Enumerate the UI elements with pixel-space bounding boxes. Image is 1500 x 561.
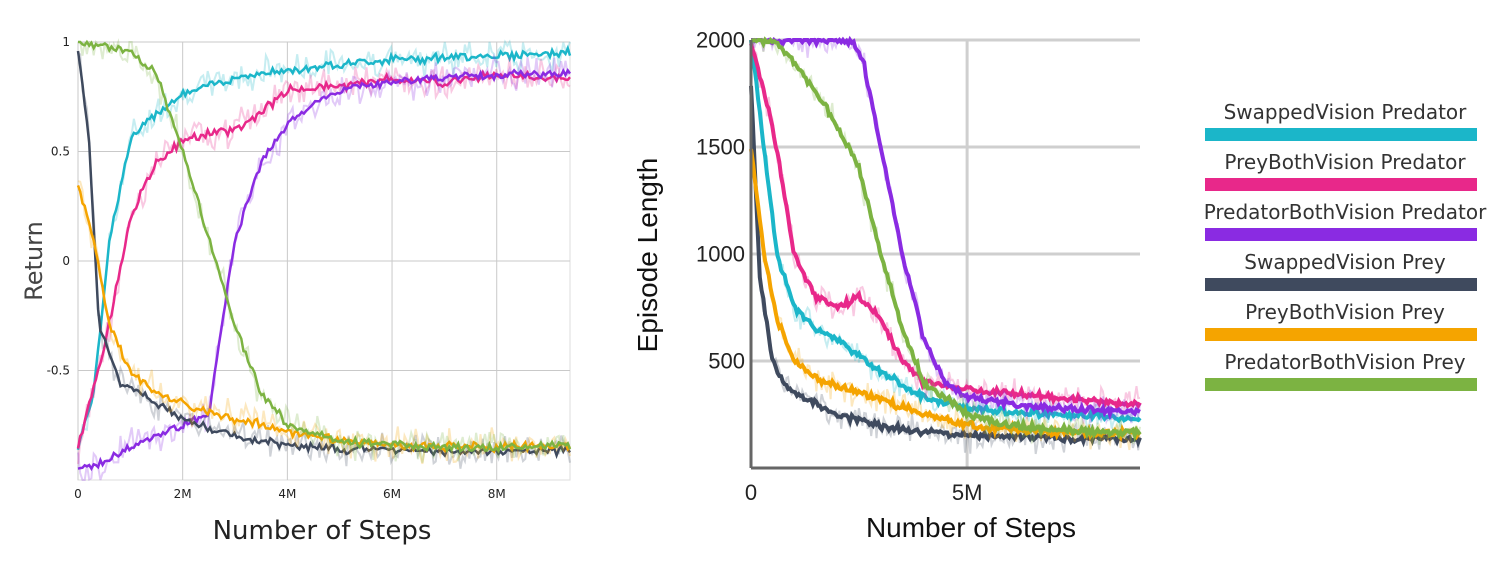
series-line (78, 39, 572, 454)
return-series-group (76, 38, 572, 481)
y-tick-label: 500 (708, 349, 745, 374)
series-line (749, 85, 1142, 449)
x-tick-label: 0 (74, 487, 82, 501)
series-raw-line (750, 145, 1141, 451)
return-ylabel: Return (20, 221, 48, 301)
episode-ylabel: Episode Length (632, 158, 663, 353)
legend-item: PreyBothVision Predator (1195, 150, 1495, 191)
y-tick-label: 2000 (696, 28, 745, 53)
return-grid (77, 41, 570, 480)
legend-item: PredatorBothVision Prey (1195, 350, 1495, 391)
series-line (749, 39, 1142, 424)
legend-swatch (1205, 178, 1477, 191)
series-line (76, 50, 571, 460)
episode-length-chart: 0 5M 2000 1500 1000 500 Episode Length Number… (632, 28, 1142, 543)
series-raw-line (77, 51, 571, 469)
legend-item: SwappedVision Predator (1195, 100, 1495, 141)
return-chart: 0 2M 4M 6M 8M 1 0.5 0 -0.5 Return Number of Step… (20, 35, 572, 546)
episode-series-group (749, 35, 1142, 455)
legend-swatch (1205, 378, 1477, 391)
legend-swatch (1205, 228, 1477, 241)
y-tick-label: 1 (62, 35, 70, 49)
episode-xlabel: Number of Steps (866, 512, 1076, 543)
x-tick-label: 5M (952, 480, 983, 505)
legend-swatch (1205, 128, 1477, 141)
return-tick-labels: 0 2M 4M 6M 8M 1 0.5 0 -0.5 (47, 35, 506, 501)
legend-item: PredatorBothVision Predator (1195, 200, 1495, 241)
x-tick-label: 0 (745, 480, 757, 505)
series-raw-line (78, 38, 571, 463)
x-tick-label: 4M (278, 487, 296, 501)
legend-label: PredatorBothVision Predator (1203, 200, 1487, 224)
legend-label: SwappedVision Prey (1244, 250, 1446, 274)
series-raw-line (77, 39, 571, 446)
y-tick-label: -0.5 (47, 364, 70, 378)
legend-swatch (1205, 278, 1477, 291)
legend-swatch (1205, 328, 1477, 341)
series-line (76, 69, 571, 449)
legend-label: PredatorBothVision Prey (1224, 350, 1466, 374)
series-line (76, 44, 572, 451)
series-raw-line (77, 53, 571, 481)
legend-label: PreyBothVision Predator (1224, 150, 1466, 174)
y-tick-label: 1000 (696, 242, 745, 267)
legend-item: PreyBothVision Prey (1195, 300, 1495, 341)
return-xlabel: Number of Steps (213, 516, 432, 546)
x-tick-label: 8M (488, 487, 506, 501)
series-line (77, 67, 572, 472)
y-tick-label: 1500 (696, 135, 745, 160)
legend-label: PreyBothVision Prey (1245, 300, 1445, 324)
y-tick-label: 0.5 (51, 145, 70, 159)
series-raw-line (750, 78, 1141, 455)
series-line (749, 43, 1142, 412)
legend-label: SwappedVision Predator (1223, 100, 1467, 124)
x-tick-label: 2M (174, 487, 192, 501)
series-raw-line (77, 57, 571, 465)
series-line (750, 36, 1142, 442)
series-raw-line (77, 180, 571, 465)
legend-item: SwappedVision Prey (1195, 250, 1495, 291)
y-tick-label: 0 (62, 254, 70, 268)
series-line (751, 35, 1141, 421)
episode-tick-labels: 0 5M 2000 1500 1000 500 (696, 28, 982, 505)
x-tick-label: 6M (383, 487, 401, 501)
